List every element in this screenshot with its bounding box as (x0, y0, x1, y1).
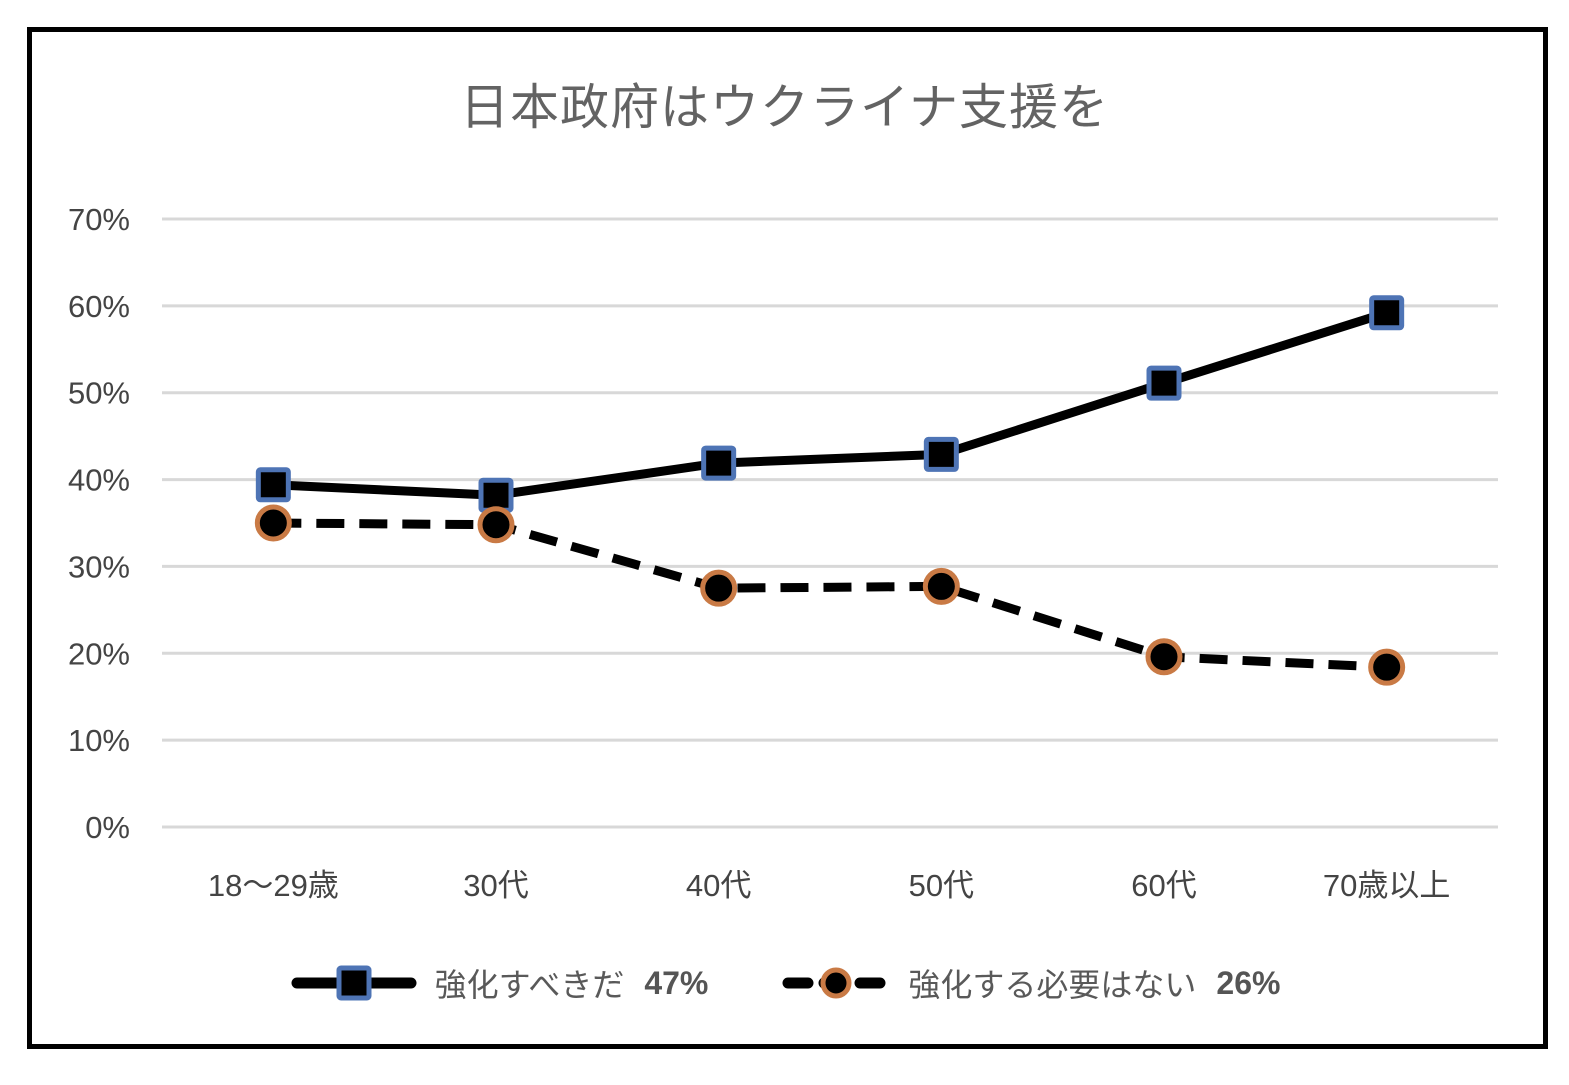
solid-line-square-marker-key (291, 965, 417, 1001)
x-category-label: 50代 (909, 868, 974, 903)
y-tick-label: 40% (68, 463, 130, 498)
y-tick-label: 50% (68, 376, 130, 411)
square-marker (701, 445, 737, 481)
solid-data-line (273, 308, 1389, 500)
circle-marker (700, 569, 738, 607)
y-axis-tick-labels: 0% 10% 20% 30% 40% 50% 60% 70% (68, 202, 130, 845)
circle-marker (1145, 638, 1183, 676)
circle-marker (254, 504, 292, 542)
legend-label-no-need: 強化する必要はない (908, 967, 1197, 1003)
series-dashed (254, 504, 1406, 686)
square-marker (255, 467, 291, 503)
square-marker (478, 477, 514, 513)
y-tick-label: 70% (68, 202, 130, 237)
legend-label-strengthen: 強化すべきだ (434, 967, 625, 1003)
legend-item-no-need: 強化する必要はない 26% (780, 960, 1280, 1006)
circle-marker (1368, 648, 1406, 686)
chart-legend: 強化すべきだ 47% 強化する必要はない 26% (0, 950, 1569, 1016)
circle-marker (820, 967, 852, 999)
x-category-label: 40代 (686, 868, 751, 903)
square-marker (923, 436, 959, 472)
gridlines (162, 217, 1498, 829)
legend-value-strengthen: 47% (644, 964, 709, 1001)
chart-title: 日本政府はウクライナ支援を (459, 81, 1110, 135)
series-solid (255, 295, 1405, 513)
dashed-line-circle-marker-key (782, 967, 890, 999)
x-category-label: 70歳以上 (1323, 868, 1450, 903)
square-marker (1369, 295, 1405, 331)
legend-item-strengthen: 強化すべきだ 47% (289, 960, 709, 1006)
square-marker (336, 965, 372, 1001)
y-tick-label: 30% (68, 549, 130, 584)
legend-value-no-need: 26% (1216, 964, 1281, 1001)
square-marker (1146, 365, 1182, 401)
x-category-label: 60代 (1131, 868, 1196, 903)
dashed-data-line (273, 518, 1387, 672)
x-category-label: 30代 (463, 868, 528, 903)
y-tick-label: 10% (68, 723, 130, 758)
circle-marker (922, 567, 960, 605)
y-tick-label: 20% (68, 636, 130, 671)
circle-marker (477, 506, 515, 544)
data-series (254, 295, 1406, 686)
y-tick-label: 60% (68, 289, 130, 324)
y-tick-label: 0% (85, 810, 130, 845)
x-axis-category-labels: 18〜29歳 30代 40代 50代 60代 70歳以上 (208, 868, 1451, 903)
x-category-label: 18〜29歳 (208, 868, 339, 903)
